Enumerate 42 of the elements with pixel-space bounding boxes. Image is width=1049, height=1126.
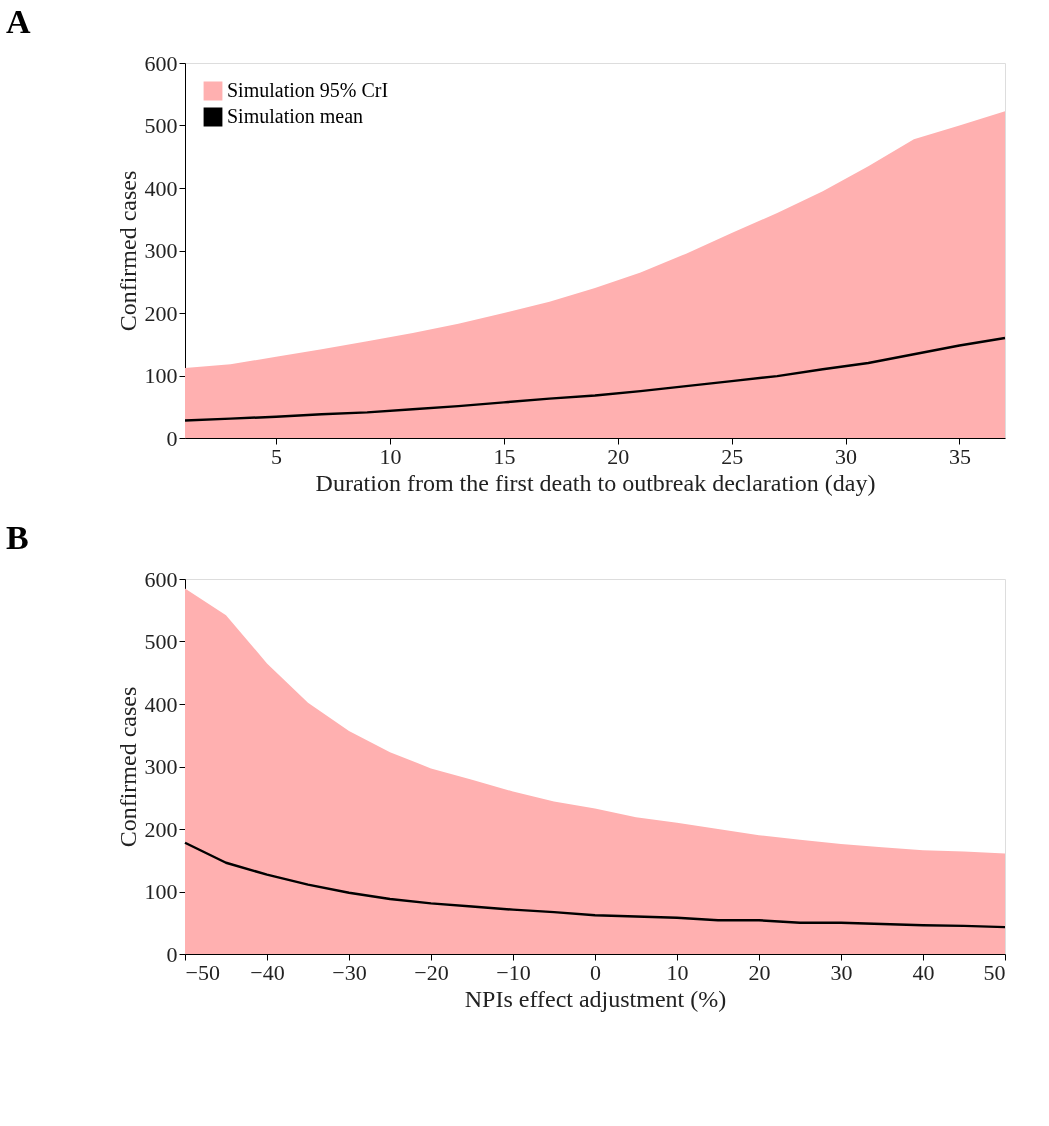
y-tick-label: 500	[144, 629, 178, 654]
x-tick-label: 0	[590, 959, 601, 985]
x-axis-title: Duration from the first death to outbreak declaration (day)	[315, 469, 876, 496]
x-axis-title: NPIs effect adjustment (%)	[464, 985, 727, 1012]
y-tick-label: 100	[144, 363, 178, 388]
chart-title: A	[6, 3, 31, 40]
y-axis-title: Confirmed cases	[114, 686, 141, 848]
y-tick-label: 200	[144, 300, 178, 326]
y-axis-title: Confirmed cases	[114, 170, 141, 332]
x-tick-label: 20	[607, 443, 630, 469]
x-tick-label: 15	[493, 443, 516, 469]
x-tick-label: 50	[983, 959, 1006, 985]
legend-label: Simulation 95% CrI	[227, 79, 389, 101]
x-tick-label: 30	[835, 443, 858, 469]
y-tick-label: 400	[144, 175, 178, 201]
x-tick-label: 10	[666, 959, 689, 985]
y-tick-label: 100	[144, 879, 178, 904]
x-tick-label: −10	[496, 959, 531, 985]
y-tick-label: 0	[166, 941, 178, 967]
y-tick-label: 500	[144, 113, 178, 138]
y-tick-label: 400	[144, 691, 178, 717]
x-tick-label: 35	[948, 443, 971, 469]
y-tick-label: 600	[144, 566, 178, 592]
line-series	[183, 841, 1007, 929]
x-tick-label: −30	[332, 959, 367, 985]
x-tick-label: 20	[748, 959, 771, 985]
x-tick-label: 10	[379, 443, 402, 469]
x-tick-label: 40	[912, 959, 935, 985]
x-tick-label: 30	[830, 959, 853, 985]
x-tick-label: −50	[185, 959, 220, 985]
x-tick-label: −40	[250, 959, 285, 985]
x-tick-label: 25	[721, 443, 744, 469]
y-tick-label: 300	[144, 754, 178, 779]
y-tick-label: 600	[144, 50, 178, 76]
y-tick-label: 300	[144, 238, 178, 263]
y-tick-label: 200	[144, 816, 178, 842]
x-tick-label: −20	[414, 959, 449, 985]
y-tick-label: 0	[166, 425, 178, 451]
chart-title: B	[6, 519, 29, 556]
legend-label: Simulation mean	[227, 105, 364, 127]
line-series	[183, 336, 1007, 422]
x-tick-label: 5	[271, 443, 283, 469]
